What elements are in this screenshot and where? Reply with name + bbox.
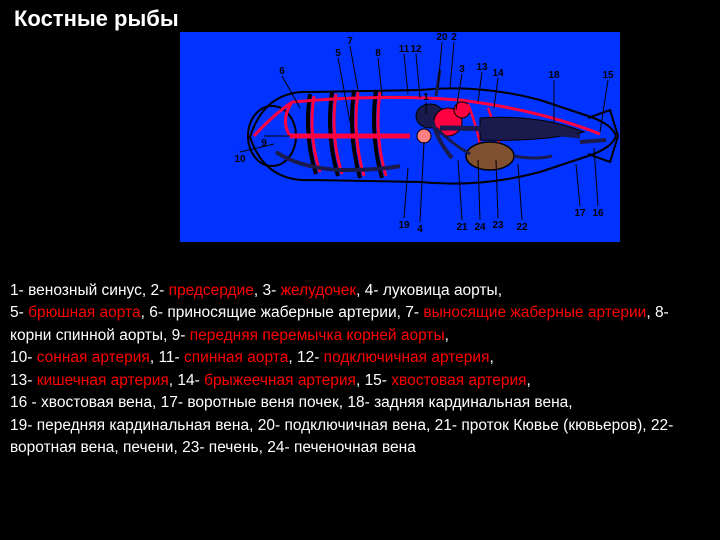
svg-text:23: 23 — [492, 220, 504, 231]
svg-text:1: 1 — [423, 92, 429, 103]
svg-text:20: 20 — [436, 32, 448, 43]
svg-text:21: 21 — [456, 222, 468, 233]
svg-text:11: 11 — [399, 44, 410, 55]
svg-text:5: 5 — [335, 48, 341, 59]
page-title: Костные рыбы — [14, 6, 179, 32]
svg-text:8: 8 — [375, 48, 381, 59]
svg-text:7: 7 — [347, 36, 353, 47]
svg-text:3: 3 — [459, 64, 465, 75]
liver — [466, 142, 514, 170]
svg-text:2: 2 — [451, 32, 457, 43]
hepatic-portal-vein — [514, 156, 552, 158]
svg-text:24: 24 — [474, 222, 486, 233]
svg-text:22: 22 — [516, 222, 528, 233]
caudal-vein — [580, 140, 606, 142]
svg-text:19: 19 — [398, 220, 410, 231]
svg-text:14: 14 — [492, 68, 504, 79]
svg-text:13: 13 — [476, 62, 488, 73]
svg-text:9: 9 — [261, 138, 267, 149]
diagram-svg: 123456789101112131415161718192021222324 — [180, 32, 620, 242]
anatomy-diagram: 123456789101112131415161718192021222324 — [180, 32, 620, 242]
heart — [416, 102, 470, 143]
legend-text: 1- венозный синус, 2- предсердие, 3- жел… — [10, 280, 710, 460]
svg-text:4: 4 — [417, 224, 423, 235]
svg-text:16: 16 — [592, 208, 604, 219]
svg-text:10: 10 — [234, 154, 246, 165]
svg-text:6: 6 — [279, 66, 285, 77]
svg-text:15: 15 — [602, 70, 614, 81]
svg-text:17: 17 — [574, 208, 586, 219]
svg-text:12: 12 — [410, 44, 422, 55]
svg-text:18: 18 — [548, 70, 560, 81]
